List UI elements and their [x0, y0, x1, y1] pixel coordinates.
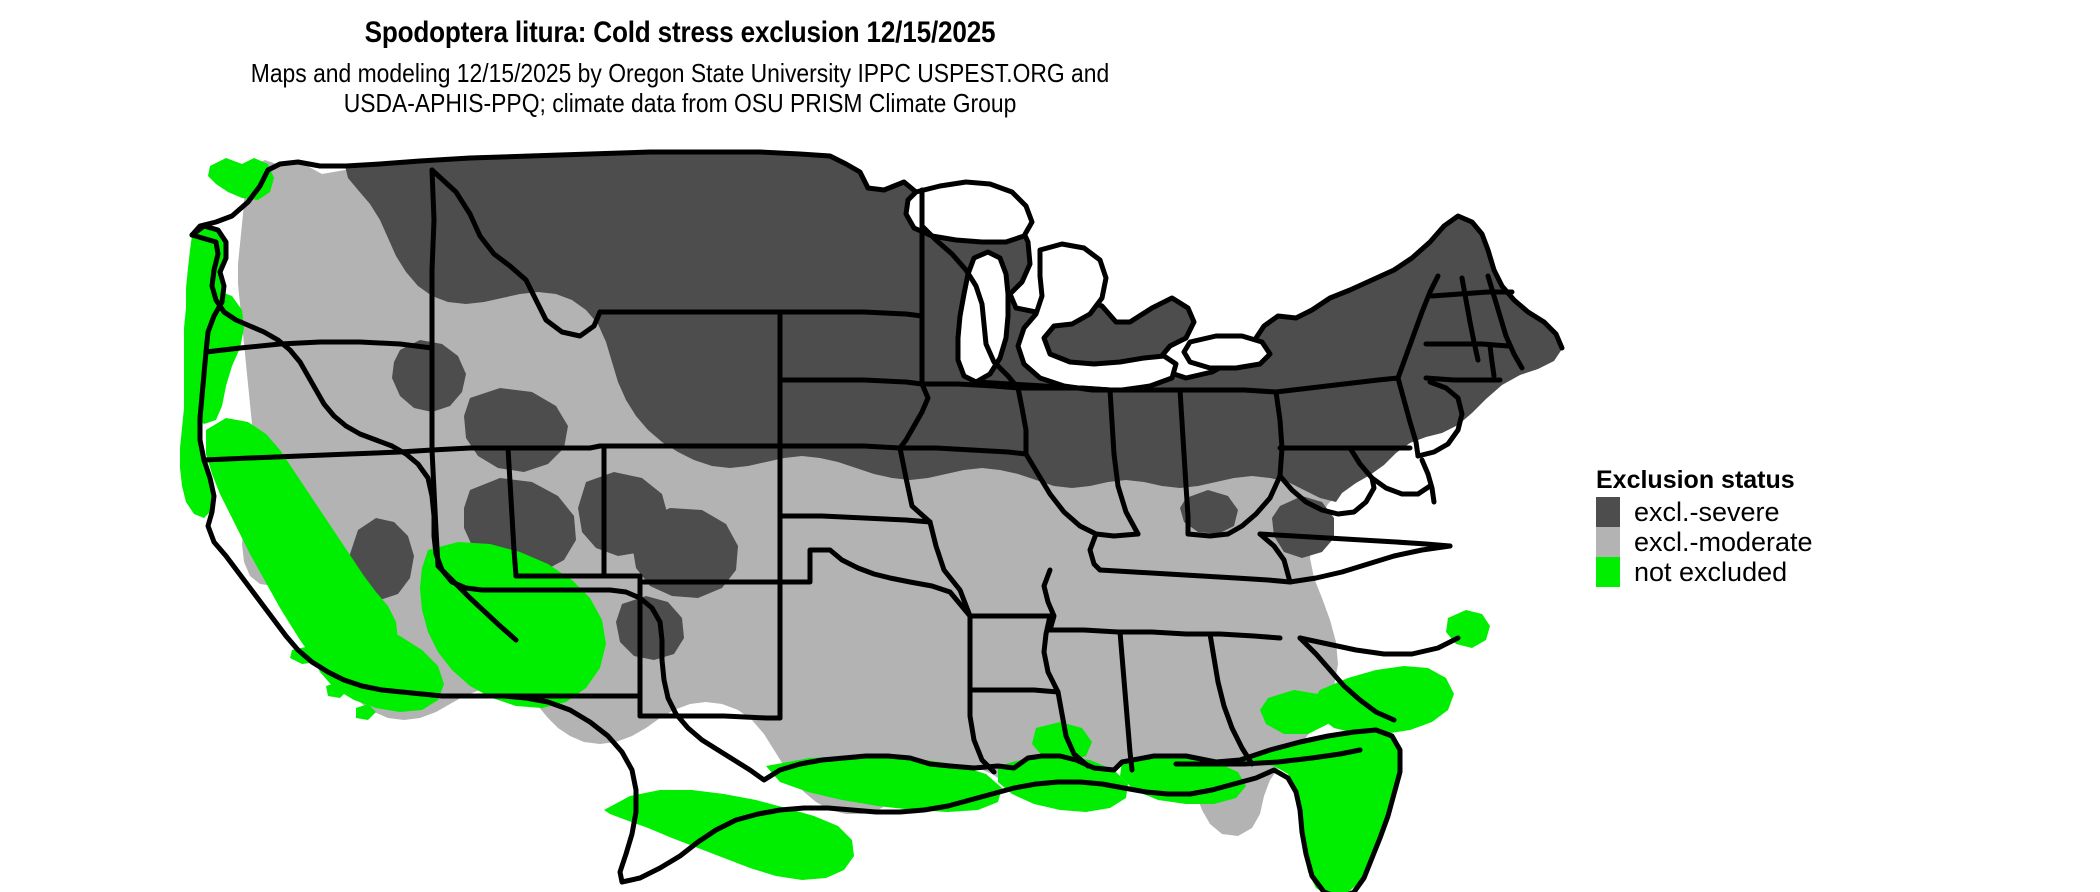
border-ky-tn: [1097, 567, 1293, 585]
border-tn-west: [1041, 567, 1057, 633]
border-ar-la: [967, 687, 1061, 695]
green-ga-sc-coast: [1312, 666, 1454, 734]
legend-label-moderate: excl.-moderate: [1634, 527, 1813, 557]
border-nv-ut: [505, 445, 519, 579]
green-tx-gulf-coast: [766, 756, 1002, 812]
legend-row-moderate: excl.-moderate: [1596, 527, 2016, 557]
border-ms-al: [1117, 629, 1135, 773]
subtitle-block: Maps and modeling 12/15/2025 by Oregon S…: [0, 58, 1360, 118]
legend-swatch-severe: [1596, 497, 1620, 527]
layer-exclusion-severe: [345, 152, 1562, 660]
green-central-valley: [206, 418, 398, 678]
border-ne-east: [897, 381, 931, 451]
border-canada: [189, 149, 1565, 381]
border-md-va: [1347, 445, 1433, 497]
us-map-svg: [180, 149, 1565, 892]
border-mn-wi: [919, 223, 1021, 391]
legend-row-not-excluded: not excluded: [1596, 557, 2016, 587]
border-ia-il: [1015, 385, 1029, 457]
border-nm-south: [637, 713, 783, 721]
map-canvas: [170, 130, 1590, 892]
border-ok-tx: [777, 547, 973, 619]
border-nd-sd: [777, 309, 925, 319]
severe-northern-tier: [345, 152, 1562, 502]
lake-ontario: [1181, 333, 1273, 371]
border-nv-ca: [429, 447, 519, 643]
border-tn-south: [1047, 627, 1283, 641]
green-ga-inland: [1260, 690, 1332, 734]
legend-title: Exclusion status: [1596, 466, 1795, 494]
severe-rockies-co-patch: [632, 508, 738, 598]
severe-appalachia-patch: [1272, 496, 1334, 558]
border-oh-east: [1185, 387, 1285, 539]
border-va-nc: [1257, 531, 1453, 549]
border-id-south: [429, 443, 603, 453]
border-ma-south: [1423, 341, 1511, 349]
border-wv-va: [1277, 473, 1377, 517]
severe-blue-mountains-patch: [464, 388, 568, 472]
border-ct-south: [1423, 375, 1503, 383]
border-nc-sc: [1297, 635, 1461, 657]
conus-outline: [189, 223, 1403, 892]
border-de: [1419, 457, 1437, 505]
border-mi-south: [973, 379, 1213, 393]
green-florida: [1240, 730, 1400, 892]
legend: Exclusion status excl.-severe excl.-mode…: [1596, 466, 2016, 587]
border-ok-east: [927, 519, 973, 619]
legend-items: excl.-severe excl.-moderate not excluded: [1596, 497, 2016, 587]
border-ny-ne: [1395, 273, 1441, 381]
border-ky-west: [1087, 531, 1103, 573]
border-tn-nc: [1287, 543, 1453, 585]
border-sd-ne: [777, 377, 925, 387]
title-block: Spodoptera litura: Cold stress exclusion…: [0, 14, 1360, 52]
border-pa-ny: [1273, 375, 1401, 395]
border-al-ga: [1207, 631, 1255, 767]
border-id-mt: [429, 167, 603, 339]
border-id-west: [429, 167, 437, 453]
green-south-texas: [604, 790, 854, 880]
green-la-inland-patch: [1032, 722, 1092, 762]
border-ct-ri: [1487, 343, 1497, 379]
severe-ohio-patch: [1180, 490, 1238, 534]
border-ks-ok: [777, 513, 933, 525]
border-ky-va: [1257, 531, 1293, 585]
green-ca-islands-c: [356, 704, 376, 720]
green-ca-islands-b: [326, 682, 348, 698]
legend-swatch-moderate: [1596, 527, 1620, 557]
border-ar-east: [1041, 613, 1061, 695]
severe-cascades-patch: [392, 340, 466, 412]
legend-swatch-not-excluded: [1596, 557, 1620, 587]
border-pa-east: [1395, 375, 1421, 459]
lake-superior: [903, 179, 1035, 245]
legend-label-not-excluded: not excluded: [1634, 557, 1788, 587]
legend-row-severe: excl.-severe: [1596, 497, 2016, 527]
layer-state-borders: [189, 149, 1565, 892]
border-in-oh: [1177, 387, 1191, 537]
border-ne-ks: [777, 443, 903, 451]
border-ma-north: [1429, 289, 1515, 299]
border-ks-east: [897, 445, 933, 525]
border-la-ms: [1055, 689, 1091, 769]
severe-nm-mountains-patch: [616, 596, 684, 660]
border-il-mo: [1023, 451, 1141, 539]
map-layers: [180, 149, 1565, 892]
lake-huron-erie: [1015, 241, 1179, 393]
subtitle-line-1: Maps and modeling 12/15/2025 by Oregon S…: [250, 58, 1110, 88]
subtitle-line-2: USDA-APHIS-PPQ; climate data from OSU PR…: [343, 88, 1017, 118]
border-wa-or: [203, 339, 435, 355]
border-mn-ia: [919, 381, 1021, 391]
border-or-ca-nv: [201, 447, 435, 463]
border-nj: [1415, 379, 1465, 459]
border-ia-mo: [897, 445, 1029, 457]
border-sc-ga: [1297, 635, 1397, 723]
page-title: Spodoptera litura: Cold stress exclusion…: [364, 16, 996, 49]
border-la-tx: [967, 687, 997, 775]
green-az-desert: [420, 542, 606, 708]
border-il-in: [1107, 387, 1141, 537]
legend-label-severe: excl.-severe: [1634, 497, 1780, 527]
border-fl-north: [1173, 747, 1363, 767]
